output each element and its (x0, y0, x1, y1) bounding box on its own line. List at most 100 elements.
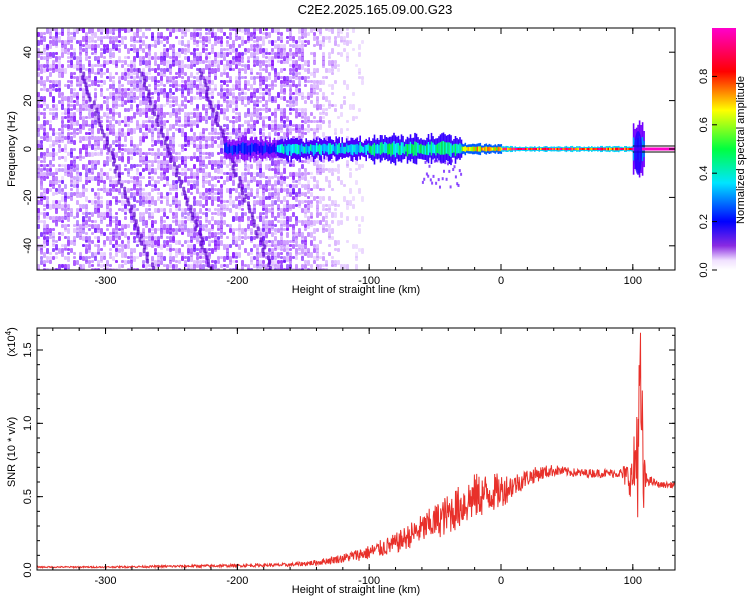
noise-cell (172, 172, 175, 176)
noise-cell (88, 136, 91, 140)
noise-cell (262, 108, 265, 111)
noise-cell (100, 52, 103, 58)
band-core (630, 148, 632, 150)
noise-cell (304, 112, 307, 116)
noise-cell (115, 112, 118, 115)
noise-cell (262, 172, 265, 178)
noise-streak-cell (148, 100, 152, 106)
noise-cell (118, 92, 121, 98)
noise-cell (148, 124, 151, 128)
noise-cell (262, 80, 265, 85)
noise-cell (172, 76, 175, 80)
noise-cell (289, 244, 292, 247)
noise-cell (127, 92, 130, 96)
noise-cell (103, 164, 106, 167)
band-core (497, 146, 500, 152)
noise-cell (343, 96, 346, 99)
noise-cell (70, 92, 73, 97)
noise-cell (46, 120, 49, 125)
noise-cell (244, 236, 247, 240)
noise-cell (178, 112, 181, 115)
noise-cell (337, 176, 340, 181)
noise-cell (94, 40, 97, 43)
noise-cell (334, 132, 337, 135)
noise-cell (175, 204, 178, 208)
noise-cell (223, 212, 226, 217)
noise-cell (238, 68, 241, 73)
noise-cell (214, 56, 217, 61)
noise-cell (184, 256, 187, 259)
noise-cell (121, 240, 124, 244)
noise-cell (40, 252, 43, 255)
noise-cell (148, 52, 151, 56)
noise-cell (85, 196, 88, 202)
noise-cell (43, 84, 46, 88)
noise-cell (109, 156, 112, 162)
noise-cell (145, 236, 148, 239)
band-tail (433, 159, 436, 163)
noise-cell (322, 56, 325, 61)
noise-cell (148, 172, 151, 175)
noise-cell (217, 176, 220, 179)
noise-cell (58, 40, 61, 43)
noise-cell (46, 136, 49, 142)
band-core (411, 143, 413, 154)
noise-cell (226, 208, 229, 211)
noise-cell (193, 120, 196, 126)
noise-cell (139, 80, 142, 84)
noise-cell (229, 68, 232, 71)
noise-cell (322, 164, 325, 168)
noise-cell (268, 40, 271, 44)
noise-cell (205, 156, 208, 159)
noise-streak-cell (145, 86, 148, 91)
noise-cell (145, 196, 148, 200)
noise-cell (241, 236, 244, 239)
noise-streak-cell (216, 122, 219, 127)
band-core (555, 148, 557, 150)
band-core (469, 146, 471, 152)
noise-cell (238, 160, 241, 163)
noise-cell (64, 136, 67, 140)
noise-cell (301, 92, 304, 97)
noise-cell (259, 168, 262, 173)
noise-cell (112, 216, 115, 219)
noise-cell (163, 196, 166, 199)
noise-cell (352, 104, 355, 110)
noise-cell (64, 84, 67, 87)
noise-cell (103, 48, 106, 54)
noise-cell (97, 112, 100, 115)
noise-cell (316, 96, 319, 101)
noise-cell (148, 108, 151, 112)
noise-cell (55, 192, 58, 195)
band-tail (424, 160, 427, 164)
noise-cell (331, 84, 334, 90)
noise-cell (82, 116, 85, 121)
noise-cell (124, 108, 127, 112)
noise-cell (325, 216, 328, 219)
noise-cell (271, 224, 274, 229)
noise-cell (67, 164, 70, 170)
noise-cell (136, 208, 139, 211)
noise-cell (127, 100, 130, 103)
noise-cell (94, 152, 97, 156)
noise-cell (40, 260, 43, 265)
noise-cell (277, 208, 280, 211)
noise-cell (283, 180, 286, 184)
noise-cell (274, 100, 277, 103)
noise-cell (271, 256, 274, 260)
noise-cell (256, 76, 259, 79)
noise-cell (130, 196, 133, 200)
noise-cell (262, 124, 265, 128)
noise-cell (88, 172, 91, 175)
noise-streak-cell (185, 201, 189, 207)
noise-cell (325, 156, 328, 160)
noise-cell (148, 56, 151, 60)
noise-cell (286, 216, 289, 221)
noise-cell (211, 120, 214, 126)
noise-cell (271, 260, 274, 266)
noise-cell (70, 140, 73, 144)
noise-cell (142, 200, 145, 205)
noise-cell (94, 32, 97, 38)
band-core (369, 145, 371, 154)
